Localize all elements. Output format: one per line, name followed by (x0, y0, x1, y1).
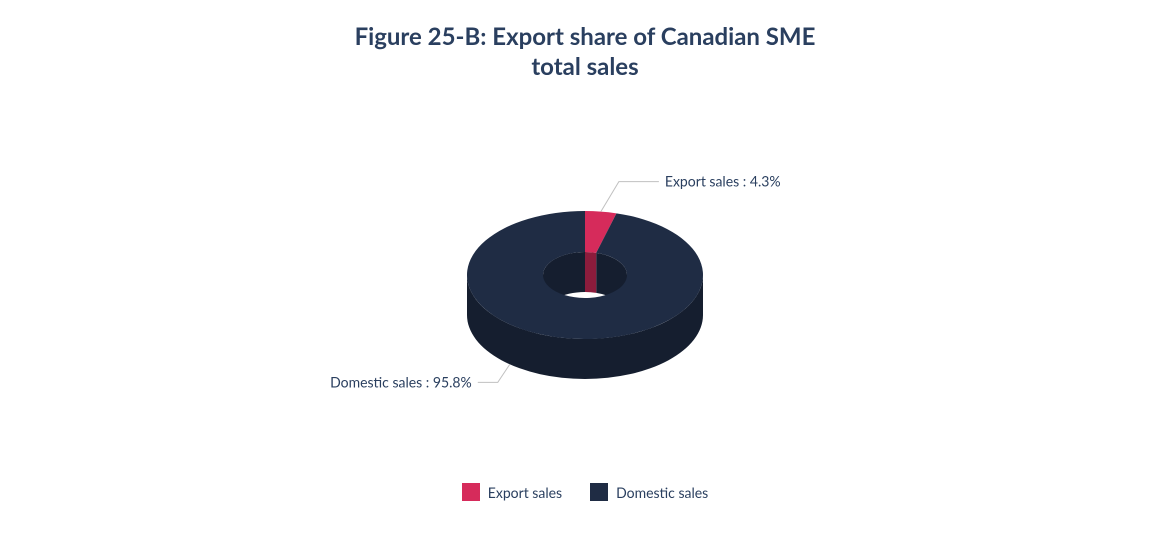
legend-item-export[interactable]: Export sales (462, 483, 562, 501)
slice-inner-export (585, 252, 596, 293)
label-export: Export sales : 4.3% (665, 173, 781, 190)
leader-domestic (478, 364, 510, 382)
legend-swatch (590, 483, 608, 501)
legend: Export sales Domestic sales (0, 483, 1170, 505)
chart-container: Figure 25-B: Export share of Canadian SM… (0, 0, 1170, 535)
legend-label: Export sales (488, 484, 562, 501)
legend-label: Domestic sales (616, 484, 708, 501)
label-domestic: Domestic sales : 95.8% (330, 373, 472, 390)
donut-chart: Export sales : 4.3% Domestic sales : 95.8… (0, 0, 1170, 535)
leader-export (601, 182, 659, 212)
legend-swatch (462, 483, 480, 501)
legend-item-domestic[interactable]: Domestic sales (590, 483, 708, 501)
